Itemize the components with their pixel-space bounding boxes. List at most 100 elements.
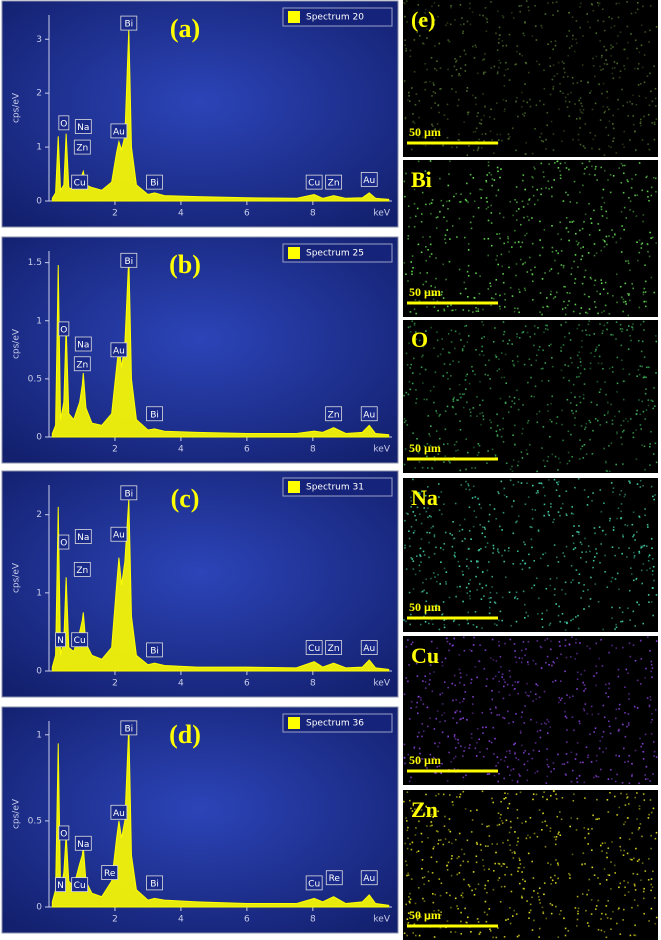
speckle-dot bbox=[509, 34, 511, 36]
speckle-dot bbox=[578, 533, 580, 535]
speckle-dot bbox=[430, 327, 432, 329]
speckle-dot bbox=[447, 69, 449, 71]
speckle-dot bbox=[520, 246, 522, 248]
speckle-dot bbox=[616, 518, 618, 520]
speckle-dot bbox=[624, 207, 626, 209]
speckle-dot bbox=[596, 905, 598, 907]
speckle-dot bbox=[444, 712, 446, 714]
speckle-dot bbox=[602, 368, 604, 370]
speckle-dot bbox=[410, 707, 412, 709]
speckle-dot bbox=[406, 677, 408, 679]
speckle-dot bbox=[611, 645, 613, 647]
speckle-dot bbox=[501, 620, 503, 622]
speckle-dot bbox=[493, 298, 495, 300]
speckle-dot bbox=[487, 914, 489, 916]
speckle-dot bbox=[604, 30, 606, 32]
speckle-dot bbox=[419, 272, 421, 274]
speckle-dot bbox=[471, 467, 473, 469]
speckle-dot bbox=[481, 123, 483, 125]
speckle-dot bbox=[461, 17, 463, 19]
speckle-dot bbox=[456, 60, 458, 62]
speckle-dot bbox=[447, 229, 449, 231]
speckle-dot bbox=[531, 364, 533, 366]
speckle-dot bbox=[611, 841, 613, 843]
speckle-dot bbox=[468, 275, 470, 277]
speckle-dot bbox=[612, 295, 614, 297]
speckle-dot bbox=[625, 821, 627, 823]
speckle-dot bbox=[404, 547, 406, 549]
speckle-dot bbox=[651, 277, 653, 279]
speckle-dot bbox=[456, 710, 458, 712]
speckle-dot bbox=[582, 762, 584, 764]
speckle-dot bbox=[460, 921, 462, 923]
speckle-dot bbox=[545, 552, 547, 554]
speckle-dot bbox=[404, 757, 406, 759]
speckle-dot bbox=[476, 396, 478, 398]
speckle-dot bbox=[565, 639, 567, 641]
speckle-dot bbox=[585, 329, 587, 331]
speckle-dot bbox=[554, 588, 556, 590]
speckle-dot bbox=[528, 199, 530, 201]
speckle-dot bbox=[621, 225, 623, 227]
speckle-dot bbox=[482, 400, 484, 402]
speckle-dot bbox=[559, 914, 561, 916]
speckle-dot bbox=[485, 133, 487, 135]
speckle-dot bbox=[604, 868, 606, 870]
speckle-dot bbox=[557, 469, 559, 471]
speckle-dot bbox=[455, 756, 457, 758]
speckle-dot bbox=[579, 118, 581, 120]
speckle-dot bbox=[516, 336, 518, 338]
speckle-dot bbox=[456, 796, 458, 798]
speckle-dot bbox=[406, 568, 408, 570]
speckle-dot bbox=[582, 863, 584, 865]
speckle-dot bbox=[603, 448, 605, 450]
speckle-dot bbox=[447, 780, 449, 782]
speckle-dot bbox=[539, 809, 541, 811]
speckle-dot bbox=[579, 27, 581, 29]
peak-label: Na bbox=[77, 123, 89, 133]
speckle-dot bbox=[645, 418, 647, 420]
speckle-dot bbox=[496, 233, 498, 235]
speckle-dot bbox=[464, 538, 466, 540]
speckle-dot bbox=[603, 83, 605, 85]
speckle-dot bbox=[539, 255, 541, 257]
speckle-dot bbox=[653, 499, 655, 501]
speckle-dot bbox=[649, 554, 651, 556]
speckle-dot bbox=[479, 445, 481, 447]
speckle-dot bbox=[451, 875, 453, 877]
speckle-dot bbox=[556, 798, 558, 800]
speckle-dot bbox=[426, 456, 428, 458]
speckle-dot bbox=[582, 228, 584, 230]
speckle-dot bbox=[527, 760, 529, 762]
speckle-dot bbox=[421, 523, 423, 525]
speckle-dot bbox=[588, 324, 590, 326]
speckle-dot bbox=[535, 683, 537, 685]
speckle-dot bbox=[503, 561, 505, 563]
speckle-dot bbox=[550, 503, 552, 505]
speckle-dot bbox=[410, 56, 412, 58]
speckle-dot bbox=[626, 726, 628, 728]
speckle-dot bbox=[473, 407, 475, 409]
speckle-dot bbox=[454, 444, 456, 446]
speckle-dot bbox=[546, 918, 548, 920]
speckle-dot bbox=[651, 812, 653, 814]
speckle-dot bbox=[493, 889, 495, 891]
speckle-dot bbox=[494, 738, 496, 740]
speckle-dot bbox=[411, 849, 413, 851]
speckle-dot bbox=[640, 424, 642, 426]
speckle-dot bbox=[499, 35, 501, 37]
speckle-dot bbox=[450, 375, 452, 377]
speckle-dot bbox=[497, 264, 499, 266]
speckle-dot bbox=[510, 849, 512, 851]
speckle-dot bbox=[517, 782, 519, 784]
speckle-dot bbox=[523, 33, 525, 35]
scale-bar-label: 50 µm bbox=[409, 285, 441, 299]
speckle-dot bbox=[576, 42, 578, 44]
speckle-dot bbox=[524, 881, 526, 883]
speckle-dot bbox=[636, 48, 638, 50]
speckle-dot bbox=[621, 490, 623, 492]
speckle-dot bbox=[506, 866, 508, 868]
speckle-dot bbox=[468, 249, 470, 251]
y-tick-label: 0 bbox=[36, 903, 42, 913]
speckle-dot bbox=[467, 296, 469, 298]
